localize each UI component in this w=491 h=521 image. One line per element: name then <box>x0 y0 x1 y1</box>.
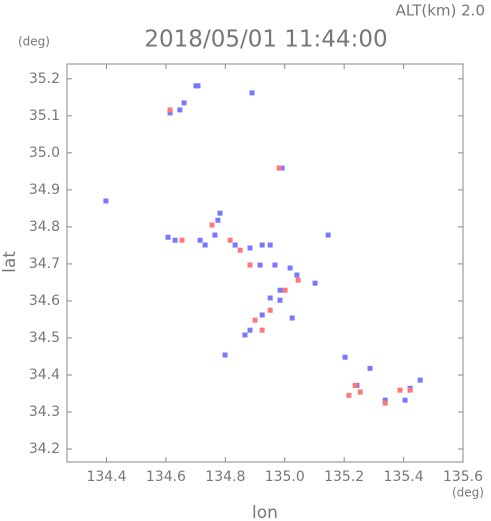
point <box>195 83 201 89</box>
y-tick-label: 34.2 <box>29 441 60 457</box>
point <box>215 217 221 223</box>
point <box>342 354 348 360</box>
point <box>397 387 403 393</box>
y-unit: (deg) <box>18 35 50 49</box>
point <box>352 382 358 388</box>
point <box>247 245 253 251</box>
point <box>272 262 278 268</box>
point <box>367 365 373 371</box>
x-tick-label: 135.6 <box>443 469 483 485</box>
point <box>267 295 273 301</box>
point <box>402 397 408 403</box>
point <box>181 100 187 106</box>
point <box>227 237 233 243</box>
point <box>167 107 173 113</box>
x-tick-label: 134.8 <box>205 469 245 485</box>
chart-subtitle: ALT(km) 2.0 <box>396 2 485 20</box>
y-tick-label: 34.8 <box>29 219 60 235</box>
point <box>247 327 253 333</box>
point <box>289 315 295 321</box>
y-tick-label: 35.1 <box>29 108 60 124</box>
x-tick-label: 135.0 <box>265 469 305 485</box>
point <box>259 327 265 333</box>
point <box>417 377 423 383</box>
x-axis-label: lon <box>252 503 278 521</box>
point <box>407 387 413 393</box>
point <box>312 280 318 286</box>
point <box>232 242 238 248</box>
point <box>242 332 248 338</box>
point <box>346 392 352 398</box>
point <box>267 307 273 313</box>
plot-frame <box>66 63 464 463</box>
x-tick-label: 135.4 <box>384 469 424 485</box>
point <box>209 222 215 228</box>
x-tick-label: 134.4 <box>86 469 126 485</box>
point <box>294 272 300 278</box>
y-tick-label: 35.2 <box>29 71 60 87</box>
point <box>259 312 265 318</box>
point <box>277 297 283 303</box>
point <box>237 247 243 253</box>
point <box>252 317 258 323</box>
point <box>172 237 178 243</box>
point <box>259 242 265 248</box>
y-tick-label: 34.9 <box>29 182 60 198</box>
point <box>267 242 273 248</box>
point <box>202 242 208 248</box>
chart-title: 2018/05/01 11:44:00 <box>144 27 387 53</box>
y-axis-label: lat <box>0 251 20 273</box>
y-tick-label: 35.0 <box>29 145 60 161</box>
point <box>103 198 109 204</box>
point <box>165 234 171 240</box>
point <box>295 277 301 283</box>
y-tick-label: 34.5 <box>29 330 60 346</box>
point <box>382 397 388 403</box>
x-unit: (deg) <box>452 486 484 500</box>
point <box>222 352 228 358</box>
point <box>277 287 283 293</box>
point <box>279 165 285 171</box>
point <box>249 90 255 96</box>
point <box>287 265 293 271</box>
y-tick-label: 34.4 <box>29 367 60 383</box>
y-tick-label: 34.7 <box>29 256 60 272</box>
x-tick-label: 134.6 <box>146 469 186 485</box>
x-tick-label: 135.2 <box>324 469 364 485</box>
point <box>325 232 331 238</box>
y-tick-label: 34.6 <box>29 293 60 309</box>
point <box>217 210 223 216</box>
point <box>179 237 185 243</box>
point <box>247 262 253 268</box>
point <box>212 232 218 238</box>
point <box>357 389 363 395</box>
point <box>177 107 183 113</box>
point <box>276 165 282 171</box>
point <box>257 262 263 268</box>
point <box>197 237 203 243</box>
point <box>282 287 288 293</box>
point <box>167 110 173 116</box>
point <box>382 400 388 406</box>
y-tick-label: 34.3 <box>29 404 60 420</box>
